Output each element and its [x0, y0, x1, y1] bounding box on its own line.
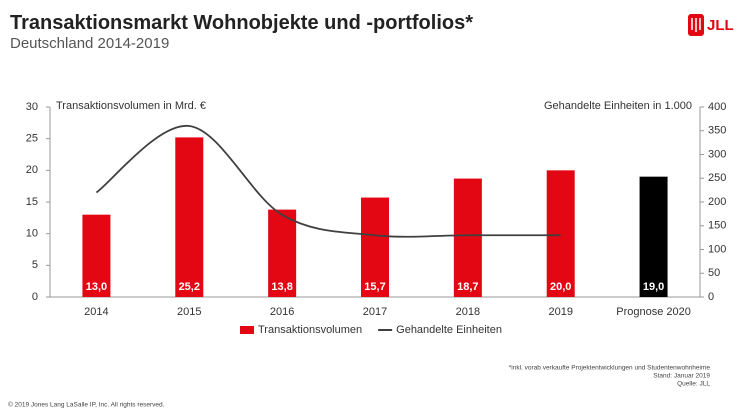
bar — [639, 176, 668, 297]
data-label: 15,7 — [364, 281, 385, 293]
y-tick-label: 10 — [26, 228, 38, 240]
y2-tick-label: 100 — [708, 243, 726, 255]
bar — [268, 209, 297, 297]
y-tick-label: 25 — [26, 133, 38, 145]
bar — [546, 170, 575, 297]
data-label: 13,0 — [86, 281, 107, 293]
y2-tick-label: 250 — [708, 172, 726, 184]
y2-tick-label: 200 — [708, 196, 726, 208]
footnote: Quelle: JLL — [677, 381, 710, 388]
y2-axis-label: Gehandelte Einheiten in 1.000 — [544, 100, 692, 112]
y2-tick-label: 400 — [708, 101, 726, 113]
line — [95, 125, 561, 238]
legend-swatch — [240, 326, 254, 334]
bar — [453, 178, 482, 297]
y-tick-label: 0 — [32, 291, 38, 303]
y-tick-label: 30 — [26, 101, 38, 113]
copyright: © 2019 Jones Lang LaSalle IP, Inc. All r… — [8, 401, 165, 409]
logo-text: JLL — [707, 17, 734, 34]
x-tick-label: 2019 — [548, 306, 572, 318]
data-label: 19,0 — [643, 281, 664, 293]
legend-label: Transaktionsvolumen — [258, 324, 362, 336]
x-tick-label: 2017 — [363, 306, 387, 318]
x-tick-label: 2015 — [177, 306, 201, 318]
data-label: 18,7 — [457, 281, 478, 293]
x-tick-label: 2014 — [84, 306, 108, 318]
chart-title: Transaktionsmarkt Wohnobjekte und -portf… — [10, 12, 473, 34]
legend-label: Gehandelte Einheiten — [396, 324, 502, 336]
data-label: 20,0 — [550, 281, 571, 293]
bar — [361, 197, 389, 297]
y2-tick-label: 0 — [708, 291, 714, 303]
bar — [82, 214, 111, 297]
y2-tick-label: 150 — [708, 220, 726, 232]
footnote: *inkl. vorab verkaufte Projektentwicklun… — [509, 365, 711, 372]
data-label: 13,8 — [271, 281, 292, 293]
y2-tick-label: 50 — [708, 267, 720, 279]
y2-tick-label: 350 — [708, 125, 726, 137]
data-label: 25,2 — [179, 281, 200, 293]
bar — [175, 137, 204, 297]
logo-stripes — [691, 18, 701, 32]
y-tick-label: 20 — [26, 164, 38, 176]
x-tick-label: 2016 — [270, 306, 294, 318]
chart-subtitle: Deutschland 2014-2019 — [10, 35, 169, 52]
y2-tick-label: 300 — [708, 148, 726, 160]
y-tick-label: 5 — [32, 259, 38, 271]
x-tick-label: 2018 — [456, 306, 480, 318]
x-tick-label: Prognose 2020 — [616, 306, 691, 318]
y-tick-label: 15 — [26, 196, 38, 208]
logo: JLL — [688, 14, 734, 36]
footnote: Stand: Januar 2019 — [653, 373, 710, 380]
y-axis-label: Transaktionsvolumen in Mrd. € — [56, 100, 206, 112]
